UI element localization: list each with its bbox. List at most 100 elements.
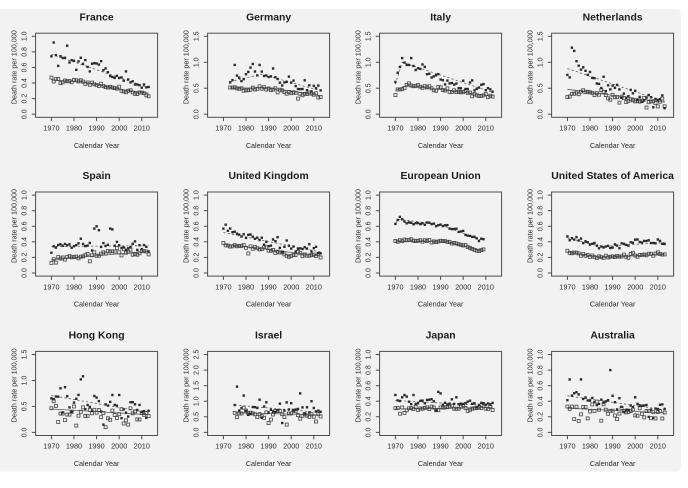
svg-text:1980: 1980 xyxy=(238,442,254,451)
svg-text:1.0: 1.0 xyxy=(21,376,28,386)
svg-text:1980: 1980 xyxy=(410,442,426,451)
svg-text:United Kingdom: United Kingdom xyxy=(228,171,308,182)
svg-text:1.0: 1.0 xyxy=(366,190,373,200)
svg-text:0.6: 0.6 xyxy=(538,221,545,231)
svg-text:1990: 1990 xyxy=(88,124,104,133)
svg-text:Calendar Year: Calendar Year xyxy=(418,300,464,309)
svg-text:1970: 1970 xyxy=(559,442,575,451)
svg-text:0.4: 0.4 xyxy=(366,237,373,247)
svg-text:0.0: 0.0 xyxy=(22,109,29,119)
svg-text:1.5: 1.5 xyxy=(21,350,28,360)
svg-text:0.8: 0.8 xyxy=(194,206,201,216)
svg-text:United States of America: United States of America xyxy=(551,171,674,182)
svg-text:0.8: 0.8 xyxy=(538,365,545,375)
svg-text:Calendar Year: Calendar Year xyxy=(418,459,464,468)
svg-text:0.4: 0.4 xyxy=(22,78,29,88)
svg-text:Death rate per 100,000: Death rate per 100,000 xyxy=(182,30,191,104)
svg-text:Death rate per 100,000: Death rate per 100,000 xyxy=(10,189,19,263)
svg-text:1.0: 1.0 xyxy=(22,31,29,41)
svg-text:0.0: 0.0 xyxy=(538,427,545,437)
svg-text:2010: 2010 xyxy=(306,442,322,451)
svg-text:1970: 1970 xyxy=(215,442,231,451)
svg-text:0.8: 0.8 xyxy=(366,365,373,375)
svg-text:2000: 2000 xyxy=(111,282,127,291)
svg-text:Italy: Italy xyxy=(430,12,451,23)
svg-text:0.5: 0.5 xyxy=(366,83,373,93)
svg-text:0.6: 0.6 xyxy=(194,221,201,231)
svg-text:2000: 2000 xyxy=(627,124,643,133)
svg-text:1.0: 1.0 xyxy=(194,57,201,67)
svg-text:0.6: 0.6 xyxy=(366,221,373,231)
svg-text:2000: 2000 xyxy=(283,282,299,291)
svg-text:2010: 2010 xyxy=(650,124,666,133)
svg-text:Death rate per 100,000: Death rate per 100,000 xyxy=(182,348,191,422)
svg-text:0.5: 0.5 xyxy=(194,83,201,93)
svg-text:1990: 1990 xyxy=(260,442,276,451)
svg-text:Spain: Spain xyxy=(82,171,110,182)
svg-text:Death rate per 100,000: Death rate per 100,000 xyxy=(10,30,19,104)
svg-text:Calendar Year: Calendar Year xyxy=(246,141,292,150)
svg-text:0.6: 0.6 xyxy=(22,63,29,73)
svg-text:2000: 2000 xyxy=(627,282,643,291)
svg-text:Death rate per 100,000: Death rate per 100,000 xyxy=(354,189,363,263)
svg-text:0.4: 0.4 xyxy=(194,237,201,247)
svg-text:1990: 1990 xyxy=(432,442,448,451)
svg-text:1990: 1990 xyxy=(88,442,104,451)
svg-text:Calendar Year: Calendar Year xyxy=(74,141,120,150)
svg-text:Calendar Year: Calendar Year xyxy=(246,300,292,309)
svg-text:Death rate per 100,000: Death rate per 100,000 xyxy=(354,348,363,422)
svg-text:1.0: 1.0 xyxy=(538,350,545,360)
svg-text:0.4: 0.4 xyxy=(538,237,545,247)
svg-text:Hong Kong: Hong Kong xyxy=(69,331,125,342)
svg-text:2010: 2010 xyxy=(134,124,150,133)
svg-text:1970: 1970 xyxy=(387,282,403,291)
svg-text:1970: 1970 xyxy=(387,442,403,451)
svg-text:0.2: 0.2 xyxy=(538,252,545,262)
svg-text:1970: 1970 xyxy=(215,124,231,133)
svg-text:1980: 1980 xyxy=(238,124,254,133)
svg-text:0.0: 0.0 xyxy=(21,427,28,437)
svg-text:1970: 1970 xyxy=(43,282,59,291)
svg-text:1.0: 1.0 xyxy=(538,57,545,67)
svg-text:2.0: 2.0 xyxy=(194,365,201,375)
svg-text:Calendar Year: Calendar Year xyxy=(74,459,120,468)
svg-text:Death rate per 100,000: Death rate per 100,000 xyxy=(526,348,535,422)
svg-text:1980: 1980 xyxy=(410,282,426,291)
svg-text:1980: 1980 xyxy=(410,124,426,133)
svg-text:1970: 1970 xyxy=(387,124,403,133)
svg-text:0.0: 0.0 xyxy=(21,268,28,278)
svg-text:2000: 2000 xyxy=(455,282,471,291)
svg-text:1990: 1990 xyxy=(260,282,276,291)
svg-text:1980: 1980 xyxy=(582,124,598,133)
svg-text:Death rate per 100,000: Death rate per 100,000 xyxy=(10,348,19,422)
svg-text:Calendar Year: Calendar Year xyxy=(590,141,636,150)
svg-text:European Union: European Union xyxy=(400,171,480,182)
svg-text:0.8: 0.8 xyxy=(22,47,29,57)
svg-text:2000: 2000 xyxy=(111,124,127,133)
svg-text:0.2: 0.2 xyxy=(21,252,28,262)
svg-text:1.5: 1.5 xyxy=(194,31,201,41)
svg-text:Death rate per 100,000: Death rate per 100,000 xyxy=(526,30,535,104)
svg-text:1980: 1980 xyxy=(582,282,598,291)
svg-text:1990: 1990 xyxy=(604,442,620,451)
svg-text:France: France xyxy=(80,12,114,23)
svg-text:1970: 1970 xyxy=(559,282,575,291)
svg-text:Calendar Year: Calendar Year xyxy=(590,300,636,309)
svg-text:Death rate per 100,000: Death rate per 100,000 xyxy=(354,30,363,104)
svg-text:1970: 1970 xyxy=(43,442,59,451)
svg-text:Japan: Japan xyxy=(426,331,456,342)
svg-text:0.5: 0.5 xyxy=(194,412,201,422)
svg-text:0.2: 0.2 xyxy=(366,252,373,262)
svg-text:Calendar Year: Calendar Year xyxy=(418,141,464,150)
svg-text:1.5: 1.5 xyxy=(194,381,201,391)
svg-text:0.0: 0.0 xyxy=(538,109,545,119)
svg-text:0.4: 0.4 xyxy=(21,237,28,247)
svg-text:Israel: Israel xyxy=(255,331,282,342)
svg-text:0.5: 0.5 xyxy=(21,401,28,411)
svg-text:0.5: 0.5 xyxy=(538,83,545,93)
svg-text:1990: 1990 xyxy=(604,282,620,291)
svg-text:1980: 1980 xyxy=(66,282,82,291)
svg-text:Netherlands: Netherlands xyxy=(583,12,643,23)
svg-text:0.2: 0.2 xyxy=(194,252,201,262)
svg-text:1970: 1970 xyxy=(559,124,575,133)
